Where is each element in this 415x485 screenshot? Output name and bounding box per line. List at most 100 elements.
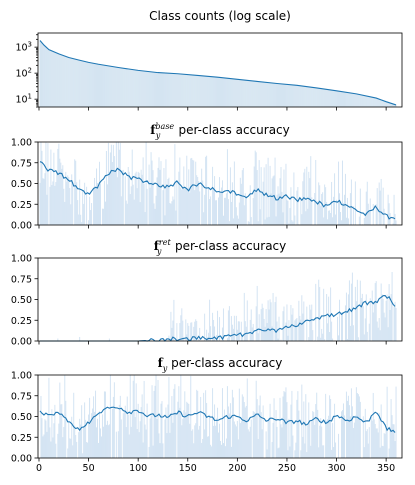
count-bar xyxy=(347,92,349,107)
title-subscript: y xyxy=(156,247,162,256)
count-bar xyxy=(43,45,45,107)
count-bar xyxy=(366,95,368,107)
count-bar xyxy=(247,80,249,107)
count-bar xyxy=(107,65,109,107)
count-bar xyxy=(128,68,130,107)
accuracy-bar xyxy=(166,433,168,458)
accuracy-bar xyxy=(246,378,248,458)
accuracy-bar xyxy=(61,168,63,225)
accuracy-bar xyxy=(119,142,121,225)
accuracy-bar xyxy=(146,188,148,225)
accuracy-bar xyxy=(221,180,223,225)
accuracy-bar xyxy=(382,187,384,225)
count-bar xyxy=(297,85,299,107)
accuracy-bar xyxy=(173,199,175,225)
accuracy-bar xyxy=(377,432,379,458)
count-bar xyxy=(311,87,313,107)
x-tick-label: 200 xyxy=(228,463,246,474)
accuracy-bar xyxy=(329,395,331,458)
accuracy-bar xyxy=(84,182,86,225)
accuracy-bar xyxy=(157,167,159,225)
accuracy-bar xyxy=(387,327,389,341)
accuracy-bar xyxy=(378,412,380,458)
x-tick-label: 350 xyxy=(377,463,395,474)
accuracy-bar xyxy=(158,433,160,458)
count-bar xyxy=(50,50,52,107)
accuracy-bar xyxy=(216,335,218,341)
accuracy-bar xyxy=(369,298,371,341)
count-bar xyxy=(165,73,167,107)
accuracy-bar xyxy=(278,193,280,225)
count-bar xyxy=(39,40,41,107)
accuracy-bar xyxy=(248,431,250,458)
count-bar xyxy=(96,63,98,107)
count-bar xyxy=(82,60,84,107)
count-bar xyxy=(190,74,192,107)
accuracy-bar xyxy=(103,391,105,458)
accuracy-bar xyxy=(97,418,99,458)
accuracy-bar xyxy=(294,215,296,225)
count-bar xyxy=(290,84,292,107)
accuracy-bar xyxy=(132,380,134,458)
count-bar xyxy=(249,80,251,107)
count-bar xyxy=(219,77,221,107)
accuracy-bar xyxy=(235,426,237,458)
accuracy-bar xyxy=(141,174,143,225)
count-bar xyxy=(135,70,137,107)
count-bar xyxy=(131,69,133,107)
chart-title: fret y per-class accuracy xyxy=(154,238,287,256)
accuracy-bar xyxy=(107,142,109,225)
accuracy-bar xyxy=(97,182,99,225)
count-bar xyxy=(321,88,323,107)
accuracy-bar xyxy=(88,220,90,225)
count-bar xyxy=(306,86,308,107)
count-bar xyxy=(145,71,147,107)
accuracy-bar xyxy=(185,319,187,341)
count-bar xyxy=(90,62,92,107)
count-bar xyxy=(221,77,223,107)
count-bar xyxy=(246,80,248,107)
accuracy-bar xyxy=(74,159,76,225)
count-bar xyxy=(323,88,325,107)
accuracy-bar xyxy=(84,402,86,458)
count-bar xyxy=(364,95,366,107)
accuracy-bar xyxy=(98,187,100,225)
accuracy-bar xyxy=(124,405,126,458)
count-bar xyxy=(223,77,225,107)
count-bar xyxy=(393,104,395,107)
accuracy-bar xyxy=(118,404,120,458)
accuracy-bar xyxy=(209,414,211,458)
accuracy-bar xyxy=(213,425,215,458)
count-bar xyxy=(353,93,355,107)
accuracy-bar xyxy=(363,218,365,225)
count-bar xyxy=(130,69,132,107)
accuracy-bar xyxy=(199,327,201,341)
count-bar xyxy=(338,91,340,107)
accuracy-bar xyxy=(327,323,329,341)
count-bar xyxy=(386,101,388,107)
count-bar xyxy=(219,77,221,107)
count-bar xyxy=(85,61,87,107)
accuracy-bar xyxy=(214,176,216,225)
count-bar xyxy=(204,75,206,107)
accuracy-bar xyxy=(273,398,275,458)
accuracy-bar xyxy=(90,423,92,458)
accuracy-bar xyxy=(105,150,107,225)
accuracy-bar xyxy=(378,182,380,225)
accuracy-bar xyxy=(287,450,289,458)
accuracy-bar xyxy=(68,420,70,458)
accuracy-bar xyxy=(135,383,137,458)
accuracy-bar xyxy=(167,179,169,225)
accuracy-bar xyxy=(105,424,107,458)
accuracy-bar xyxy=(76,182,78,225)
accuracy-bar xyxy=(81,405,83,458)
accuracy-bar xyxy=(219,440,221,458)
accuracy-bar xyxy=(44,173,46,225)
accuracy-bar xyxy=(71,174,73,225)
count-bar xyxy=(373,97,375,107)
accuracy-bar xyxy=(212,388,214,458)
accuracy-bar xyxy=(309,420,311,458)
accuracy-bar xyxy=(169,432,171,458)
accuracy-bar xyxy=(275,216,277,225)
count-bar xyxy=(125,68,127,107)
